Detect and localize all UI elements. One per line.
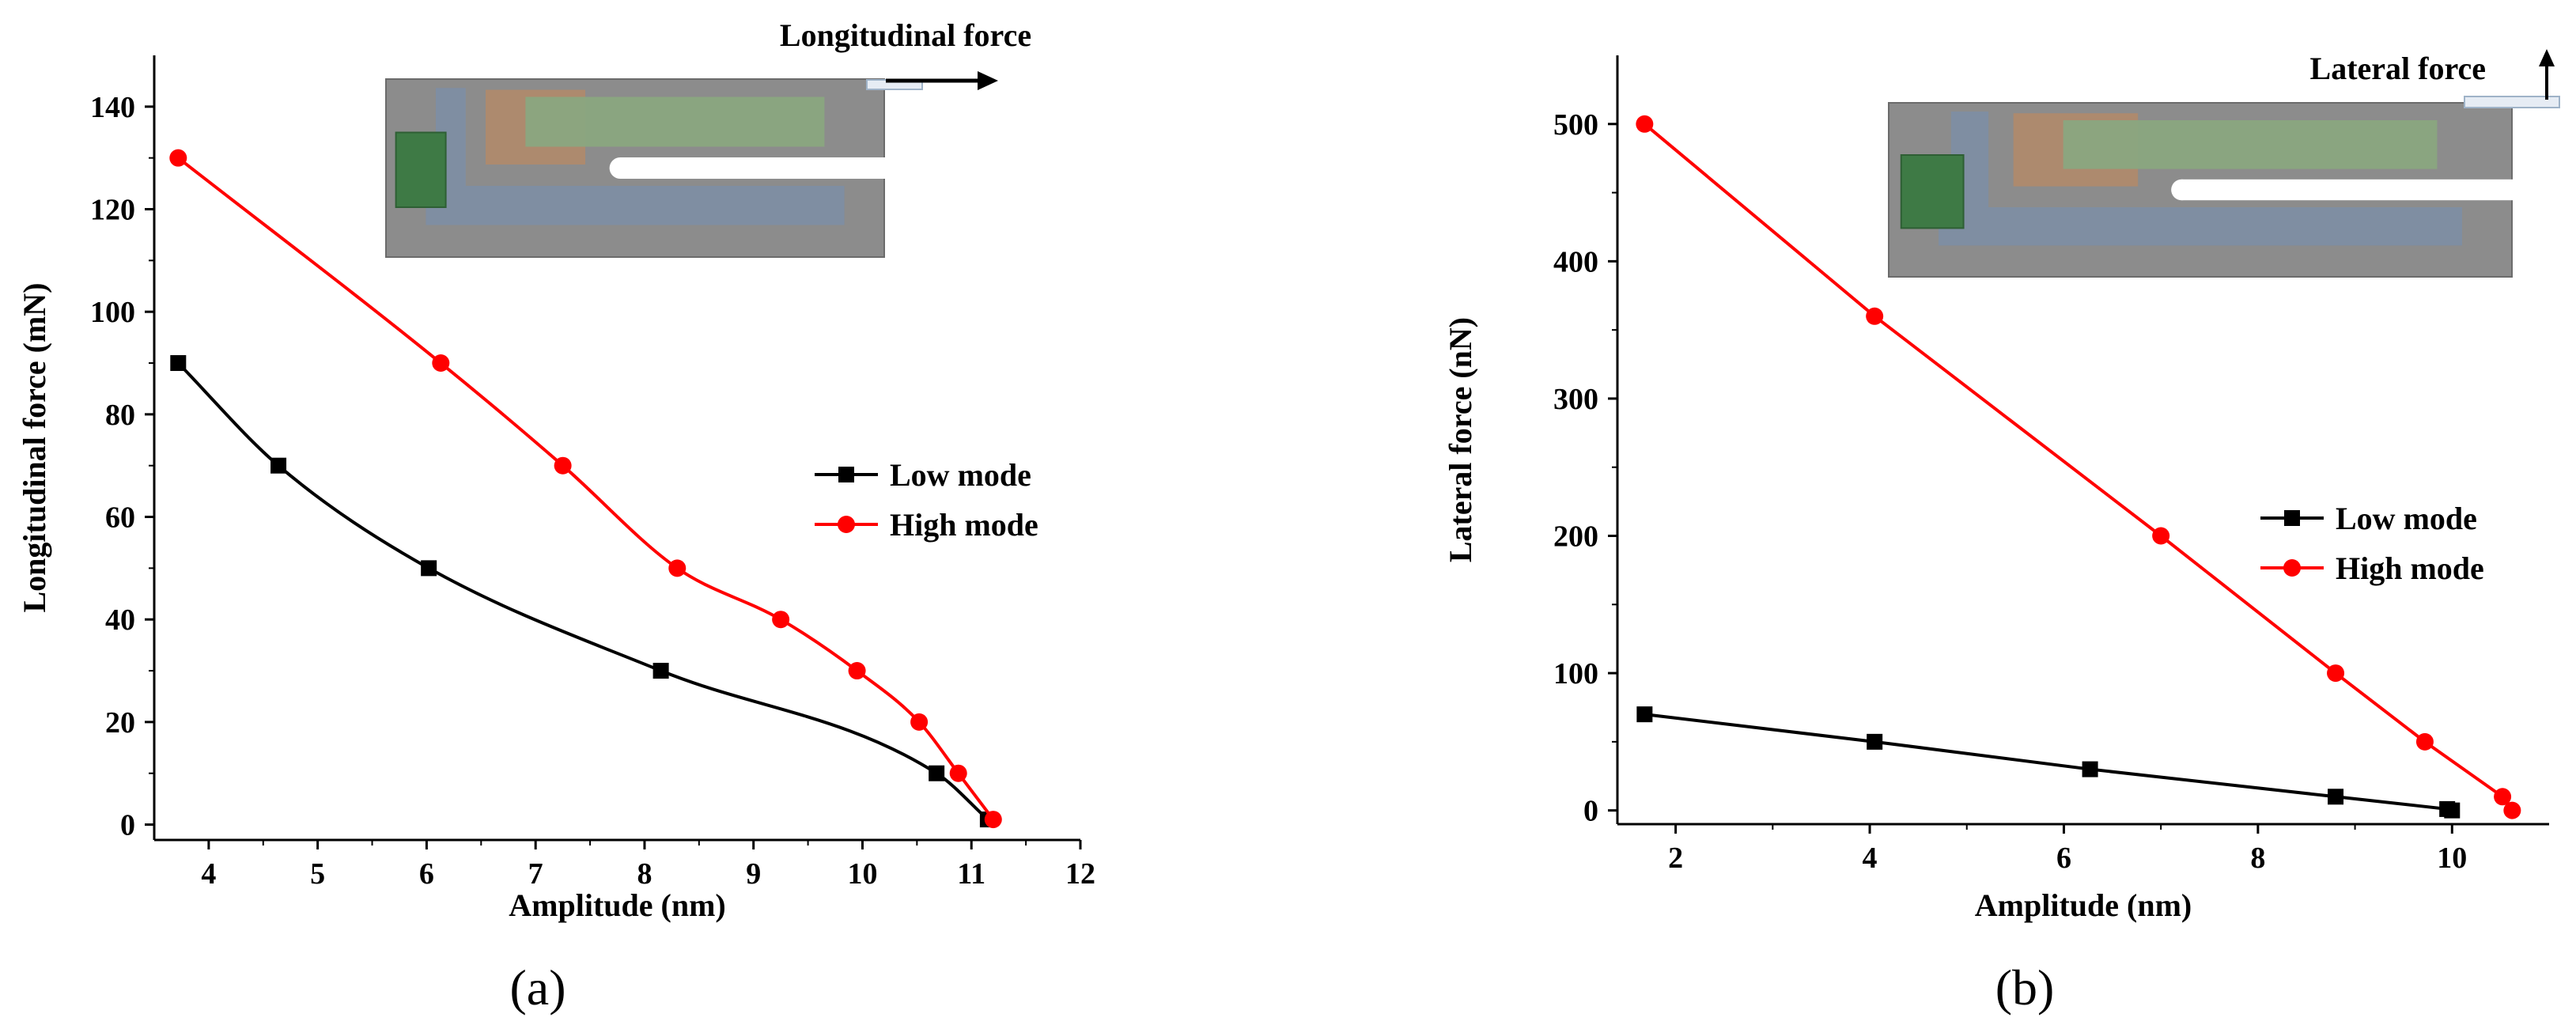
inset-pad — [1900, 154, 1965, 229]
x-tick-label: 11 — [957, 857, 985, 891]
chart-panel-a: 0 20 40 60 80 100 120 140 4 5 6 7 8 9 10 11 12 Amplitude … — [17, 17, 1095, 1016]
x-tick-label: 7 — [528, 857, 543, 891]
x-tick-label: 2 — [1668, 842, 1683, 875]
series-line-high-mode — [177, 157, 995, 821]
legend: Low mode High mode — [2260, 501, 2484, 586]
data-point-high-mode — [1636, 115, 1654, 133]
y-axis-title: Longitudinal force (mN) — [17, 282, 52, 612]
data-point-high-mode — [668, 559, 687, 577]
series-line-low-mode — [176, 361, 989, 821]
y-tick-label: 0 — [120, 809, 135, 842]
x-axis-title: Amplitude (nm) — [509, 887, 725, 923]
data-point-high-mode — [949, 764, 967, 782]
data-point-high-mode — [2415, 732, 2434, 751]
force-arrow-head — [978, 71, 998, 90]
device-inset-image — [385, 78, 923, 258]
chart-panel-b: 0 100 200 300 400 500 2 4 6 8 10 Amplitude (nm) Late… — [1443, 49, 2560, 1016]
panel-label: (a) — [509, 959, 566, 1016]
data-point-high-mode — [2152, 527, 2170, 545]
legend-marker-circle — [838, 516, 855, 533]
y-tick-label: 40 — [105, 603, 135, 637]
x-tick-label: 6 — [2056, 842, 2071, 875]
legend-marker-square — [2284, 510, 2300, 526]
y-tick-label: 60 — [105, 501, 135, 535]
legend-label: Low mode — [2336, 501, 2477, 536]
inset-lower-lead — [1939, 207, 2462, 246]
y-tick-label: 300 — [1553, 383, 1598, 416]
inset-slot — [2181, 179, 2525, 201]
x-tick-label: 6 — [419, 857, 434, 891]
y-tick-label: 200 — [1553, 520, 1598, 554]
x-axis-title: Amplitude (nm) — [1975, 887, 2192, 923]
data-point-low-mode — [270, 457, 287, 474]
y-tick-label: 140 — [90, 91, 135, 124]
x-tick-label: 12 — [1065, 857, 1095, 891]
x-tick-label: 5 — [310, 857, 325, 891]
y-tick-label: 20 — [105, 706, 135, 740]
data-point-high-mode — [772, 611, 790, 629]
data-point-low-mode — [653, 663, 669, 679]
inset-upper-electrode — [525, 96, 825, 147]
y-axis-title: Lateral force (nN) — [1443, 317, 1478, 562]
inset-lower-lead — [426, 186, 845, 225]
panel-label: (b) — [1995, 959, 2055, 1016]
data-point-low-mode — [2444, 802, 2461, 819]
x-tick-label: 10 — [2437, 842, 2467, 875]
data-point-low-mode — [170, 355, 187, 372]
y-tick-label: 100 — [1553, 657, 1598, 690]
x-tick-label: 9 — [746, 857, 761, 891]
inset-pad — [395, 131, 447, 208]
data-point-low-mode — [1867, 733, 1883, 750]
data-point-high-mode — [910, 713, 929, 731]
x-tick-label: 4 — [1863, 842, 1878, 875]
data-point-high-mode — [169, 149, 187, 167]
inset-slot-end — [609, 157, 631, 179]
y-tick-label: 100 — [90, 296, 135, 329]
x-tick-label: 8 — [637, 857, 652, 891]
legend-marker-circle — [2283, 559, 2301, 577]
data-point-low-mode — [1636, 706, 1653, 723]
data-point-low-mode — [929, 765, 945, 781]
inset-force-label: Lateral force — [2310, 51, 2486, 86]
x-tick-label: 8 — [2250, 842, 2265, 875]
data-point-high-mode — [554, 456, 572, 475]
inset-tip — [2464, 96, 2560, 108]
inset-upper-electrode — [2063, 120, 2438, 169]
device-inset-image — [1888, 96, 2560, 278]
data-point-low-mode — [421, 560, 437, 577]
inset-slot — [620, 157, 895, 179]
y-tick-label: 80 — [105, 399, 135, 432]
inset-force-label: Longitudinal force — [780, 17, 1031, 53]
legend-marker-square — [838, 467, 854, 482]
y-tick-label: 500 — [1553, 108, 1598, 142]
data-point-high-mode — [2503, 801, 2521, 819]
data-point-high-mode — [1866, 307, 1884, 325]
data-point-high-mode — [2327, 664, 2345, 683]
data-point-low-mode — [2328, 789, 2344, 805]
x-tick-label: 10 — [847, 857, 877, 891]
data-point-low-mode — [2082, 761, 2098, 777]
data-point-high-mode — [432, 354, 450, 373]
data-point-high-mode — [848, 662, 866, 680]
data-point-high-mode — [2494, 788, 2512, 806]
inset-slot-end — [2171, 179, 2192, 201]
x-tick-label: 4 — [201, 857, 216, 891]
force-arrow-head — [2539, 49, 2555, 66]
legend-label: High mode — [890, 507, 1038, 543]
legend-label: High mode — [2336, 550, 2484, 586]
y-tick-label: 0 — [1583, 795, 1598, 828]
y-tick-label: 400 — [1553, 245, 1598, 278]
data-point-high-mode — [984, 811, 1002, 829]
legend-label: Low mode — [890, 457, 1031, 493]
y-tick-label: 120 — [90, 194, 135, 227]
legend: Low mode High mode — [815, 457, 1038, 543]
